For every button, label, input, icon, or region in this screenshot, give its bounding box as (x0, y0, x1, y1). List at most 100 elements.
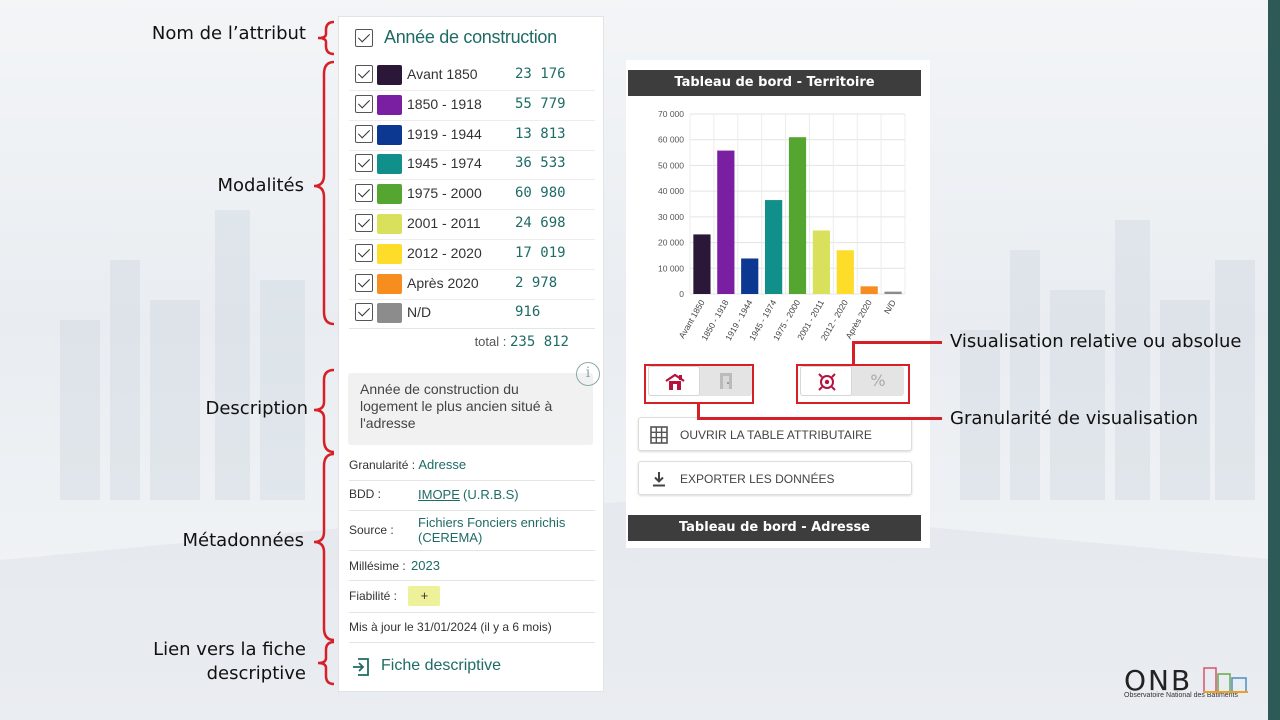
description-line3: l'adresse (360, 415, 416, 431)
meta-separator (349, 642, 595, 643)
chart-bar (693, 234, 711, 294)
modality-color-swatch[interactable] (377, 154, 402, 175)
modality-label: 1975 - 2000 (407, 185, 482, 202)
modality-checkbox[interactable] (355, 184, 373, 203)
meta-source: Source : (349, 523, 595, 537)
modality-separator (349, 149, 595, 151)
modality-row: 1975 - 2000 60 980 (339, 182, 605, 212)
export-data-button[interactable]: EXPORTER LES DONNÉES (638, 461, 912, 495)
table-grid-icon (650, 426, 668, 444)
modality-separator (349, 239, 595, 240)
meta-separator (349, 550, 595, 551)
attribute-checkbox[interactable] (355, 29, 373, 47)
y-tick-label: 70 000 (658, 109, 684, 119)
modality-separator (349, 119, 595, 121)
modality-color-swatch[interactable] (377, 243, 402, 264)
modality-row: Après 2020 2 978 (339, 272, 605, 302)
meta-bdd: BDD : IMOPE (U.R.B.S) (349, 487, 595, 502)
mode-highlight-box (796, 364, 910, 404)
modality-checkbox[interactable] (355, 303, 373, 322)
modality-color-swatch[interactable] (377, 94, 402, 115)
modality-label: 1850 - 1918 (407, 95, 482, 112)
modality-label: 2012 - 2020 (407, 244, 482, 261)
modality-value: 13 813 (515, 125, 566, 142)
modality-color-swatch[interactable] (377, 184, 402, 205)
meta-separator (349, 612, 595, 613)
bar-chart: 0 10 000 20 000 30 000 40 000 50 000 60 000 70 … (658, 109, 906, 342)
chart-bar (884, 291, 902, 294)
annotation-lien-line2: descriptive (206, 663, 306, 684)
meta-source-label: Source : (349, 523, 394, 537)
attribute-panel: Année de construction Avant 1850 23 176 18… (338, 16, 604, 692)
meta-millesime-value: 2023 (411, 558, 440, 573)
dashboard-adresse-header[interactable]: Tableau de bord - Adresse (628, 515, 921, 541)
visualisation-mode-toggle: % (800, 366, 904, 396)
brace-lien-fiche (317, 640, 335, 686)
logo-buildings-icon (1203, 667, 1248, 693)
modality-color-swatch[interactable] (377, 214, 402, 234)
modality-label: 1945 - 1974 (407, 155, 482, 172)
annotation-granularite: Granularité de visualisation (950, 408, 1199, 429)
modality-value: 36 533 (515, 155, 566, 172)
y-tick-label: 30 000 (658, 212, 684, 222)
modality-label: N/D (407, 304, 432, 321)
granularity-door-button[interactable] (700, 366, 752, 396)
chart-bar (860, 286, 878, 294)
meta-source-value-line2: (CEREMA) (418, 530, 483, 545)
meta-separator (349, 580, 595, 581)
modality-value: 17 019 (515, 244, 566, 261)
modality-checkbox[interactable] (355, 243, 373, 262)
meta-separator (349, 480, 595, 481)
granularity-highlight-box (644, 364, 754, 404)
total-separator (349, 328, 595, 329)
info-icon[interactable]: i (576, 362, 600, 386)
door-icon (720, 373, 732, 389)
modality-row: Avant 1850 23 176 (339, 63, 605, 93)
granularity-building-button[interactable] (648, 366, 700, 396)
modality-checkbox[interactable] (355, 94, 373, 113)
modality-checkbox[interactable] (355, 65, 373, 83)
onb-logo: ONB Observatoire National des Bâtiments (1124, 664, 1248, 699)
modality-checkbox[interactable] (355, 214, 373, 232)
chart-bar (812, 230, 830, 294)
modality-row: 1850 - 1918 55 779 (339, 93, 605, 123)
meta-granularite-label: Granularité : (349, 458, 416, 472)
fiche-descriptive-link[interactable]: Fiche descriptive (381, 657, 502, 674)
description-box: Année de construction du logement le plu… (348, 373, 593, 445)
connector-granularite-v (697, 403, 700, 419)
meta-granularite: Granularité : Adresse (349, 457, 595, 472)
modality-checkbox[interactable] (355, 154, 373, 173)
open-table-label: OUVRIR LA TABLE ATTRIBUTAIRE (680, 428, 872, 442)
mode-absolute-button[interactable] (800, 366, 852, 396)
modality-color-swatch[interactable] (377, 65, 402, 85)
granularity-toggle (648, 366, 752, 396)
modality-row: 2012 - 2020 17 019 (339, 242, 605, 272)
modality-value: 24 698 (515, 215, 566, 231)
modality-color-swatch[interactable] (377, 273, 402, 294)
connector-granularite-h (697, 417, 942, 420)
modality-label: Après 2020 (407, 274, 479, 291)
modality-separator (349, 179, 595, 181)
x-tick-label: N/D (882, 298, 898, 316)
bdd-link[interactable]: IMOPE (418, 487, 460, 502)
modality-separator (349, 90, 595, 91)
chart-bar (765, 200, 783, 294)
modality-label: Avant 1850 (407, 66, 478, 82)
dashboard-territoire-header[interactable]: Tableau de bord - Territoire (628, 70, 921, 96)
meta-millesime: Millésime : 2023 (349, 558, 595, 573)
fiabilite-badge: + (408, 586, 441, 606)
mode-percent-button[interactable]: % (852, 366, 904, 396)
meta-bdd-label: BDD : (349, 487, 382, 501)
open-table-button[interactable]: OUVRIR LA TABLE ATTRIBUTAIRE (638, 417, 912, 451)
right-edge-bar (1268, 0, 1280, 720)
modality-color-swatch[interactable] (377, 124, 402, 145)
attribute-title: Année de construction (384, 27, 557, 47)
modality-value: 60 980 (515, 185, 566, 202)
meta-granularite-value: Adresse (418, 457, 467, 472)
brace-metadonnees (313, 452, 335, 642)
modality-row: 1945 - 1974 36 533 (339, 152, 605, 182)
modality-checkbox[interactable] (355, 273, 373, 292)
modality-checkbox[interactable] (355, 124, 373, 143)
modality-color-swatch[interactable] (377, 303, 402, 324)
modality-row: 2001 - 2011 24 698 (339, 212, 605, 242)
